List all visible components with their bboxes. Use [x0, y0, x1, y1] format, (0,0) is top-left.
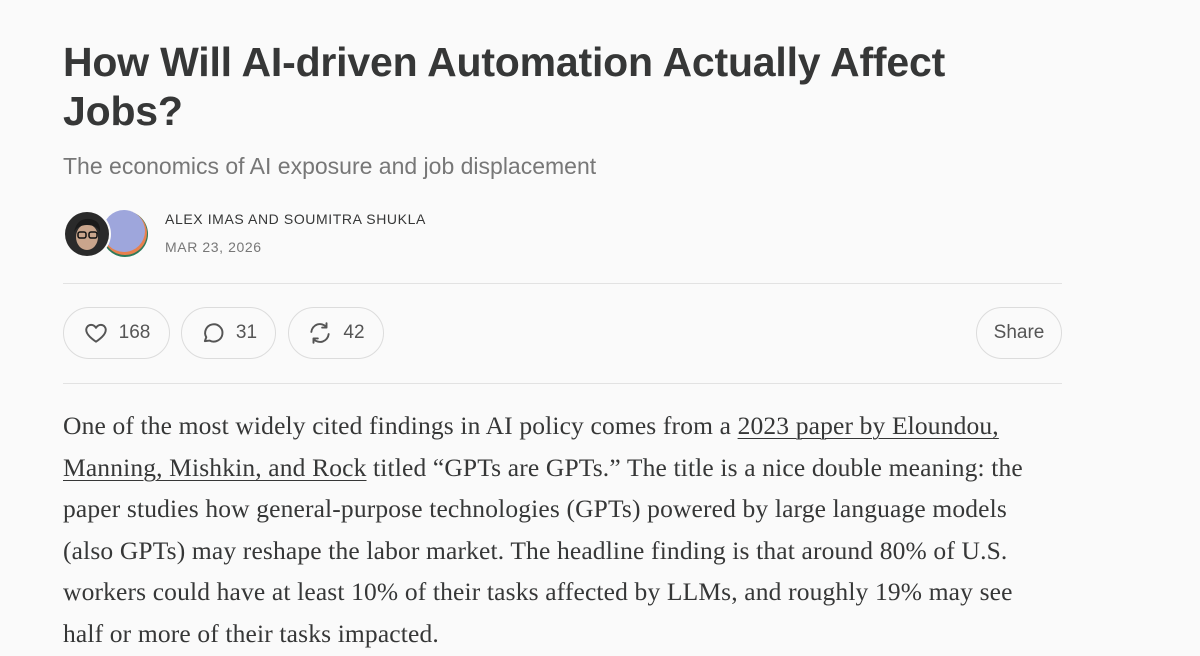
comment-icon	[203, 323, 224, 343]
avatar-1-glasses	[88, 231, 98, 239]
restack-count: 42	[343, 322, 365, 343]
article-subtitle: The economics of AI exposure and job dis…	[63, 153, 597, 179]
text-run: titled “GPTs are GPTs.” The title is a n…	[63, 452, 1023, 648]
text-run: One of the most widely cited findings in…	[63, 411, 738, 440]
like-count: 168	[118, 322, 151, 343]
comment-button[interactable]: 31	[181, 307, 276, 359]
comment-count: 31	[235, 322, 258, 343]
restack-icon	[310, 322, 331, 344]
author-names[interactable]: ALEX IMAS AND SOUMITRA SHUKLA	[165, 211, 426, 227]
avatar-1-face	[76, 224, 98, 250]
inline-link[interactable]: 2023 paper by Eloundou, Manning, Mishkin…	[63, 411, 999, 482]
share-button[interactable]: Share	[976, 307, 1062, 359]
avatar-1-glasses	[77, 231, 87, 239]
body-paragraph: One of the most widely cited findings in…	[63, 405, 1058, 654]
heart-icon	[84, 323, 107, 343]
divider	[63, 383, 1062, 384]
avatar-1-hair	[74, 218, 101, 232]
post-date: MAR 23, 2026	[165, 239, 262, 255]
like-button[interactable]: 168	[63, 307, 170, 359]
divider	[63, 283, 1062, 284]
author-avatars[interactable]	[63, 210, 153, 258]
article-title: How Will AI-driven Automation Actually A…	[63, 39, 946, 134]
avatar-2-face	[103, 210, 145, 252]
restack-button[interactable]: 42	[288, 307, 384, 359]
share-label: Share	[993, 322, 1045, 343]
